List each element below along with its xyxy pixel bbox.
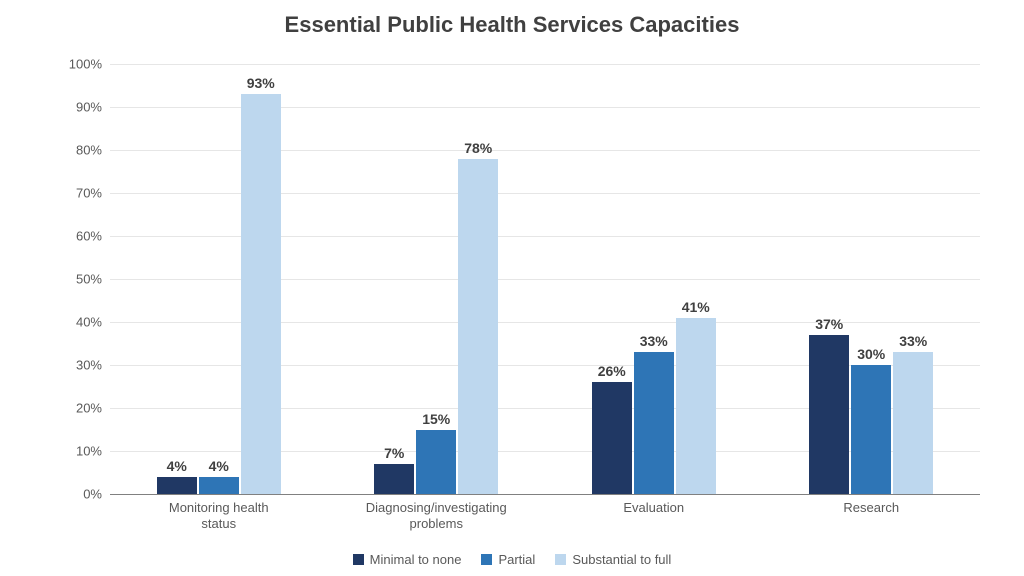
ytick-label: 80% [76, 143, 102, 158]
legend-swatch [555, 554, 566, 565]
bar-group: 7%15%78%Diagnosing/investigatingproblems [328, 64, 546, 494]
ytick-label: 70% [76, 186, 102, 201]
legend-label: Minimal to none [370, 552, 462, 567]
legend-swatch [353, 554, 364, 565]
bar-value-label: 30% [857, 346, 885, 362]
ytick-label: 100% [69, 57, 102, 72]
bar: 33% [893, 352, 933, 494]
bar-value-label: 4% [209, 458, 229, 474]
bar-group: 37%30%33%Research [763, 64, 981, 494]
bar-value-label: 26% [598, 363, 626, 379]
legend-item: Minimal to none [353, 552, 462, 567]
bar: 4% [199, 477, 239, 494]
bar-value-label: 33% [899, 333, 927, 349]
bar-value-label: 33% [640, 333, 668, 349]
bar: 26% [592, 382, 632, 494]
ytick-label: 60% [76, 229, 102, 244]
chart-container: Essential Public Health Services Capacit… [0, 0, 1024, 576]
bar-group: 4%4%93%Monitoring healthstatus [110, 64, 328, 494]
plot-area: 0%10%20%30%40%50%60%70%80%90%100%4%4%93%… [110, 64, 980, 495]
bar-value-label: 4% [167, 458, 187, 474]
bar-value-label: 93% [247, 75, 275, 91]
ytick-label: 0% [83, 487, 102, 502]
legend: Minimal to none Partial Substantial to ful… [0, 552, 1024, 568]
ytick-label: 30% [76, 358, 102, 373]
ytick-label: 10% [76, 444, 102, 459]
bar-group: 26%33%41%Evaluation [545, 64, 763, 494]
ytick-label: 50% [76, 272, 102, 287]
bar-value-label: 41% [682, 299, 710, 315]
bar: 15% [416, 430, 456, 495]
bar: 33% [634, 352, 674, 494]
ytick-label: 40% [76, 315, 102, 330]
bar: 37% [809, 335, 849, 494]
bar: 93% [241, 94, 281, 494]
ytick-label: 90% [76, 100, 102, 115]
bar-value-label: 37% [815, 316, 843, 332]
xtick-label: Monitoring healthstatus [110, 500, 328, 533]
bar: 7% [374, 464, 414, 494]
bar: 78% [458, 159, 498, 494]
legend-swatch [481, 554, 492, 565]
legend-label: Substantial to full [572, 552, 671, 567]
legend-item: Substantial to full [555, 552, 671, 567]
ytick-label: 20% [76, 401, 102, 416]
xtick-label: Evaluation [545, 500, 763, 516]
xtick-label: Research [763, 500, 981, 516]
bar: 30% [851, 365, 891, 494]
legend-label: Partial [498, 552, 535, 567]
chart-title: Essential Public Health Services Capacit… [0, 12, 1024, 38]
legend-item: Partial [481, 552, 535, 567]
xtick-label: Diagnosing/investigatingproblems [328, 500, 546, 533]
bar-value-label: 15% [422, 411, 450, 427]
bar-value-label: 7% [384, 445, 404, 461]
bar: 4% [157, 477, 197, 494]
bar: 41% [676, 318, 716, 494]
bar-value-label: 78% [464, 140, 492, 156]
